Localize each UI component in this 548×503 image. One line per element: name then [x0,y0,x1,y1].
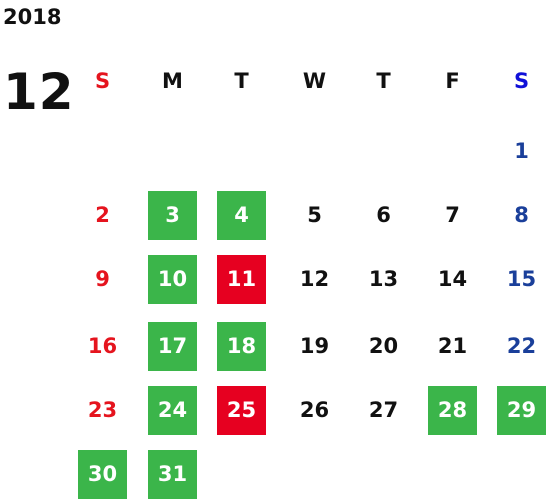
day-cell-15[interactable]: 15 [506,267,537,291]
calendar-month: 12 [3,63,75,121]
weekday-header-sunday: S [94,68,111,93]
calendar-year: 2018 [3,5,62,29]
day-cell-7[interactable]: 7 [445,203,460,227]
weekday-header-monday: M [162,68,183,93]
day-cell-14[interactable]: 14 [437,267,468,291]
day-cell-2[interactable]: 2 [95,203,110,227]
weekday-header-wednesday: W [302,68,327,93]
day-cell-17[interactable]: 17 [148,322,197,371]
day-cell-19[interactable]: 19 [299,334,330,358]
day-cell-8[interactable]: 8 [514,203,529,227]
weekday-header-thursday: T [376,68,391,93]
day-cell-22[interactable]: 22 [506,334,537,358]
day-cell-29[interactable]: 29 [497,386,546,435]
day-cell-23[interactable]: 23 [87,398,118,422]
day-cell-10[interactable]: 10 [148,255,197,304]
day-cell-28[interactable]: 28 [428,386,477,435]
day-cell-24[interactable]: 24 [148,386,197,435]
weekday-header-saturday: S [513,68,530,93]
weekday-header-tuesday: T [234,68,249,93]
day-cell-27[interactable]: 27 [368,398,399,422]
day-cell-1[interactable]: 1 [514,139,529,163]
day-cell-4[interactable]: 4 [217,191,266,240]
day-cell-30[interactable]: 30 [78,450,127,499]
day-cell-21[interactable]: 21 [437,334,468,358]
day-cell-18[interactable]: 18 [217,322,266,371]
day-cell-31[interactable]: 31 [148,450,197,499]
day-cell-20[interactable]: 20 [368,334,399,358]
day-cell-5[interactable]: 5 [307,203,322,227]
day-cell-6[interactable]: 6 [376,203,391,227]
day-cell-11[interactable]: 11 [217,255,266,304]
day-cell-3[interactable]: 3 [148,191,197,240]
weekday-header-friday: F [445,68,460,93]
day-cell-25[interactable]: 25 [217,386,266,435]
day-cell-13[interactable]: 13 [368,267,399,291]
day-cell-16[interactable]: 16 [87,334,118,358]
day-cell-9[interactable]: 9 [95,267,110,291]
day-cell-12[interactable]: 12 [299,267,330,291]
day-cell-26[interactable]: 26 [299,398,330,422]
